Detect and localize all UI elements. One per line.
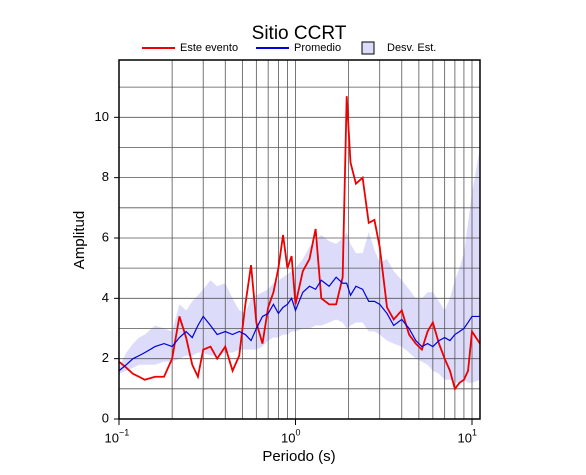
y-tick-label: 8 <box>102 169 109 184</box>
plot-frame <box>118 59 481 420</box>
x-tick-exponent: 0 <box>296 427 301 437</box>
y-tick-label: 2 <box>102 350 109 365</box>
series-line <box>118 96 481 391</box>
y-tick-label: 10 <box>95 109 109 124</box>
x-tick-exponent: 1 <box>472 427 477 437</box>
x-tick-label: 10 <box>458 430 472 445</box>
x-tick-exponent: −1 <box>119 427 129 437</box>
x-axis-label: Periodo (s) <box>262 448 335 465</box>
x-tick-label: 10 <box>281 430 295 445</box>
series-line <box>118 276 480 372</box>
y-axis-label: Amplitud <box>71 211 88 269</box>
legend-label: Desv. Est. <box>387 42 436 54</box>
legend-label: Promedio <box>294 42 341 54</box>
legend-label: Este evento <box>180 42 238 54</box>
chart-title: Sitio CCRT <box>252 23 347 44</box>
y-tick-label: 4 <box>102 290 109 305</box>
x-tick-label: 10 <box>105 430 119 445</box>
legend-swatch <box>361 41 375 55</box>
y-tick-label: 0 <box>102 410 109 425</box>
y-tick-label: 6 <box>102 229 109 244</box>
